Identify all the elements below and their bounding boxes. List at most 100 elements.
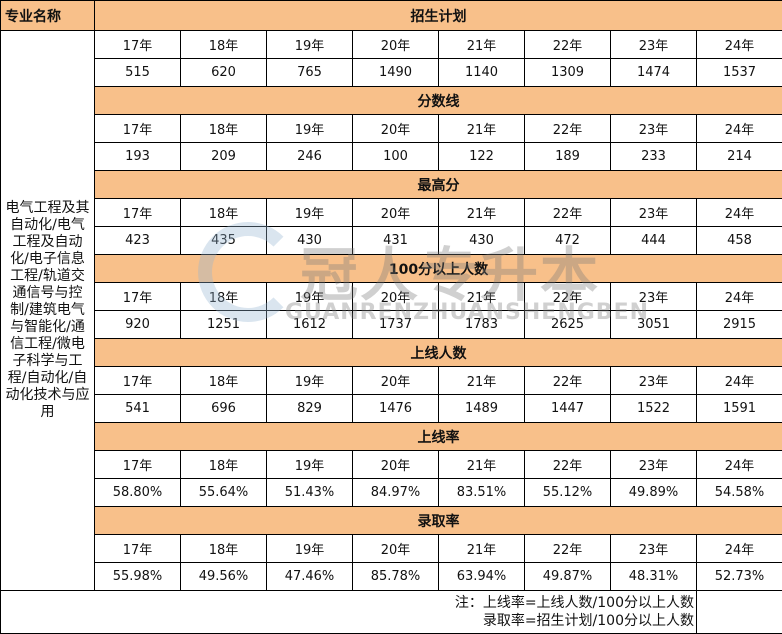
year-cell: 20年 <box>353 115 439 143</box>
year-cell: 21年 <box>439 199 525 227</box>
value-cell: 49.56% <box>181 563 267 591</box>
note-line: 录取率=招生计划/100分以上人数 <box>1 612 694 630</box>
year-cell: 17年 <box>95 283 181 311</box>
year-cell: 18年 <box>181 367 267 395</box>
year-cell: 22年 <box>525 535 611 563</box>
value-cell: 233 <box>611 143 697 171</box>
year-cell: 24年 <box>697 367 782 395</box>
year-cell: 20年 <box>353 535 439 563</box>
value-cell: 193 <box>95 143 181 171</box>
value-cell: 1522 <box>611 395 697 423</box>
year-cell: 22年 <box>525 199 611 227</box>
year-cell: 19年 <box>267 367 353 395</box>
value-cell: 1476 <box>353 395 439 423</box>
value-cell: 1537 <box>697 59 782 87</box>
year-cell: 24年 <box>697 283 782 311</box>
value-cell: 55.12% <box>525 479 611 507</box>
value-cell: 2625 <box>525 311 611 339</box>
value-cell: 423 <box>95 227 181 255</box>
year-cell: 18年 <box>181 199 267 227</box>
value-cell: 1447 <box>525 395 611 423</box>
value-cell: 1251 <box>181 311 267 339</box>
value-cell: 214 <box>697 143 782 171</box>
value-cell: 189 <box>525 143 611 171</box>
value-cell: 100 <box>353 143 439 171</box>
section-title: 分数线 <box>95 87 782 115</box>
year-cell: 21年 <box>439 535 525 563</box>
value-cell: 696 <box>181 395 267 423</box>
year-cell: 22年 <box>525 283 611 311</box>
value-cell: 1783 <box>439 311 525 339</box>
value-cell: 444 <box>611 227 697 255</box>
year-cell: 17年 <box>95 115 181 143</box>
year-cell: 17年 <box>95 451 181 479</box>
year-cell: 24年 <box>697 535 782 563</box>
year-row: 电气工程及其自动化/电气工程及自动化/电子信息工程/轨道交通信号与控制/建筑电气… <box>1 31 782 59</box>
note-cell: 注：上线率=上线人数/100分以上人数录取率=招生计划/100分以上人数 <box>1 591 697 634</box>
year-cell: 18年 <box>181 115 267 143</box>
value-cell: 1490 <box>353 59 439 87</box>
value-cell: 84.97% <box>353 479 439 507</box>
year-cell: 19年 <box>267 199 353 227</box>
year-cell: 24年 <box>697 115 782 143</box>
year-cell: 22年 <box>525 451 611 479</box>
value-cell: 47.46% <box>267 563 353 591</box>
year-cell: 19年 <box>267 31 353 59</box>
year-cell: 24年 <box>697 451 782 479</box>
section-header-row: 100分以上人数 <box>1 255 782 283</box>
year-cell: 18年 <box>181 31 267 59</box>
value-cell: 431 <box>353 227 439 255</box>
value-cell: 246 <box>267 143 353 171</box>
year-cell: 20年 <box>353 451 439 479</box>
section-title: 上线率 <box>95 423 782 451</box>
value-cell: 458 <box>697 227 782 255</box>
value-cell: 52.73% <box>697 563 782 591</box>
section-title: 100分以上人数 <box>95 255 782 283</box>
value-cell: 2915 <box>697 311 782 339</box>
value-cell: 430 <box>267 227 353 255</box>
year-cell: 17年 <box>95 535 181 563</box>
year-cell: 24年 <box>697 31 782 59</box>
value-cell: 54.58% <box>697 479 782 507</box>
empty-cell <box>697 591 782 634</box>
section-title: 最高分 <box>95 171 782 199</box>
value-cell: 63.94% <box>439 563 525 591</box>
year-cell: 22年 <box>525 115 611 143</box>
value-cell: 829 <box>267 395 353 423</box>
value-cell: 55.98% <box>95 563 181 591</box>
year-cell: 22年 <box>525 367 611 395</box>
year-cell: 19年 <box>267 115 353 143</box>
value-cell: 430 <box>439 227 525 255</box>
year-cell: 22年 <box>525 31 611 59</box>
year-cell: 18年 <box>181 451 267 479</box>
year-cell: 24年 <box>697 199 782 227</box>
year-cell: 21年 <box>439 451 525 479</box>
value-cell: 49.89% <box>611 479 697 507</box>
year-cell: 17年 <box>95 199 181 227</box>
section-title: 录取率 <box>95 507 782 535</box>
value-cell: 209 <box>181 143 267 171</box>
year-cell: 19年 <box>267 535 353 563</box>
value-cell: 1612 <box>267 311 353 339</box>
value-cell: 51.43% <box>267 479 353 507</box>
year-cell: 17年 <box>95 31 181 59</box>
value-cell: 49.87% <box>525 563 611 591</box>
year-cell: 23年 <box>611 535 697 563</box>
value-cell: 620 <box>181 59 267 87</box>
value-cell: 920 <box>95 311 181 339</box>
year-cell: 21年 <box>439 367 525 395</box>
value-cell: 1140 <box>439 59 525 87</box>
section-title: 上线人数 <box>95 339 782 367</box>
section-header-row: 录取率 <box>1 507 782 535</box>
section-title: 招生计划 <box>95 1 782 31</box>
value-cell: 765 <box>267 59 353 87</box>
year-cell: 23年 <box>611 367 697 395</box>
value-cell: 1737 <box>353 311 439 339</box>
major-column-header: 专业名称 <box>1 1 95 31</box>
section-header-row: 专业名称招生计划 <box>1 1 782 31</box>
